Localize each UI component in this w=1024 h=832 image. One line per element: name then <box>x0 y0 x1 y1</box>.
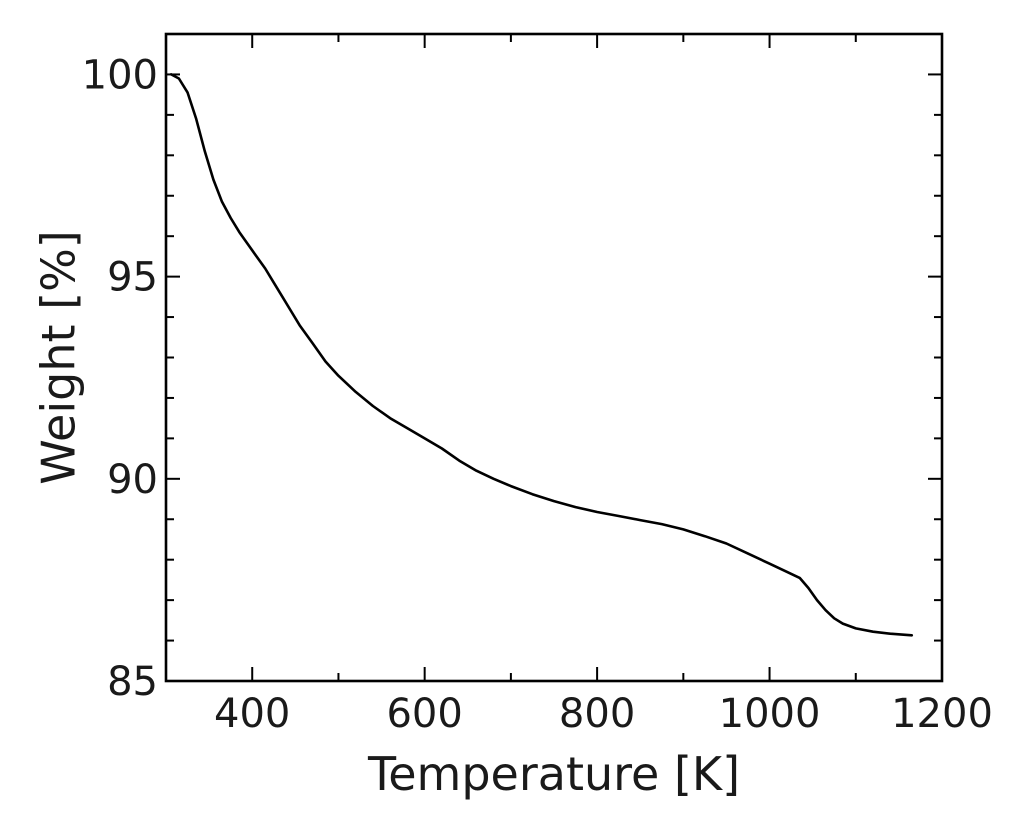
axis-ticks <box>166 34 942 681</box>
y-tick-label: 90 <box>107 457 158 503</box>
weight-curve <box>169 73 914 637</box>
y-tick-label: 95 <box>107 255 158 301</box>
y-tick-label: 100 <box>82 52 158 98</box>
plot-frame <box>164 32 944 683</box>
x-tick-label: 400 <box>214 691 290 737</box>
tick-labels: 400 600 800 1000 1200 85 90 95 100 <box>82 52 993 737</box>
x-tick-label: 800 <box>559 691 635 737</box>
y-tick-label: 85 <box>107 659 158 705</box>
x-axis-title: Temperature [K] <box>367 747 740 801</box>
x-tick-label: 1200 <box>891 691 993 737</box>
x-tick-label: 600 <box>386 691 462 737</box>
x-tick-label: 1000 <box>719 691 821 737</box>
y-axis-title: Weight [%] <box>32 230 86 484</box>
